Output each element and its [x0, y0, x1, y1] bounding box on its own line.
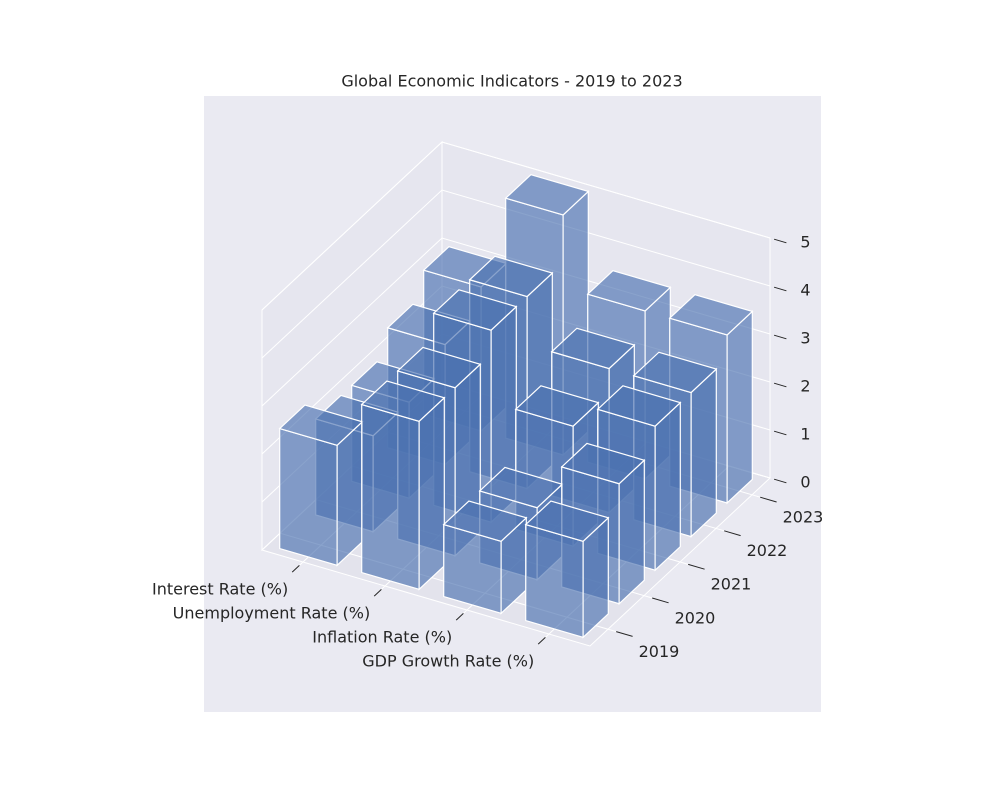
- bar-face: [550, 327, 636, 370]
- bar: [524, 500, 610, 639]
- z-tick-label: 4: [800, 280, 810, 299]
- bar-face: [560, 442, 646, 485]
- grid-line: [261, 141, 771, 311]
- z-tick-label: 5: [800, 232, 810, 251]
- x-tick-label: Unemployment Rate (%): [173, 604, 371, 623]
- z-tick: [773, 334, 787, 340]
- bar-face: [468, 255, 554, 298]
- y-tick-label: 2020: [675, 608, 716, 627]
- bar-face: [336, 420, 363, 567]
- z-tick: [773, 478, 787, 484]
- x-tick: [373, 588, 382, 597]
- z-tick-label: 3: [800, 328, 810, 347]
- x-tick-label: GDP Growth Rate (%): [362, 652, 534, 671]
- bar-face: [654, 401, 681, 572]
- bar-face: [504, 173, 590, 216]
- z-tick: [773, 238, 787, 244]
- bar-face: [596, 385, 682, 427]
- bar: [278, 404, 364, 567]
- x-tick: [537, 636, 546, 645]
- y-tick-label: 2021: [711, 575, 752, 594]
- y-tick: [652, 597, 669, 604]
- bar-face: [279, 427, 338, 567]
- y-tick: [616, 631, 633, 637]
- bar-face: [726, 310, 753, 505]
- y-tick-label: 2023: [783, 508, 824, 527]
- bar-face: [514, 385, 600, 427]
- bar-face: [690, 367, 717, 538]
- y-tick: [724, 530, 741, 537]
- bar: [360, 380, 446, 591]
- y-tick-label: 2022: [747, 541, 788, 560]
- bar-face: [442, 500, 528, 543]
- bar-face: [396, 346, 482, 389]
- y-tick-label: 2019: [639, 642, 680, 661]
- z-tick: [773, 382, 787, 388]
- bar-face: [432, 289, 518, 331]
- bar-face: [586, 269, 672, 312]
- z-tick-label: 2: [800, 376, 810, 395]
- bar-face: [361, 403, 420, 591]
- x-tick: [455, 612, 464, 621]
- x-tick-label: Interest Rate (%): [152, 580, 288, 599]
- chart-title: Global Economic Indicators - 2019 to 202…: [341, 72, 682, 91]
- bar-face: [618, 458, 645, 606]
- x-tick: [291, 564, 300, 573]
- x-tick-label: Inflation Rate (%): [312, 628, 452, 647]
- z-tick: [773, 430, 787, 436]
- z-tick: [773, 286, 787, 292]
- bar-face: [360, 380, 446, 423]
- y-tick: [688, 563, 705, 570]
- bar-face: [668, 293, 754, 336]
- bar-face: [524, 500, 610, 543]
- grid-line: [261, 189, 771, 359]
- bar: [442, 500, 528, 615]
- z-tick-label: 1: [800, 424, 810, 443]
- y-tick: [760, 496, 777, 503]
- bar-face: [525, 523, 584, 639]
- z-tick-label: 0: [800, 472, 810, 491]
- bar-face: [418, 396, 445, 591]
- bar-face: [632, 351, 718, 394]
